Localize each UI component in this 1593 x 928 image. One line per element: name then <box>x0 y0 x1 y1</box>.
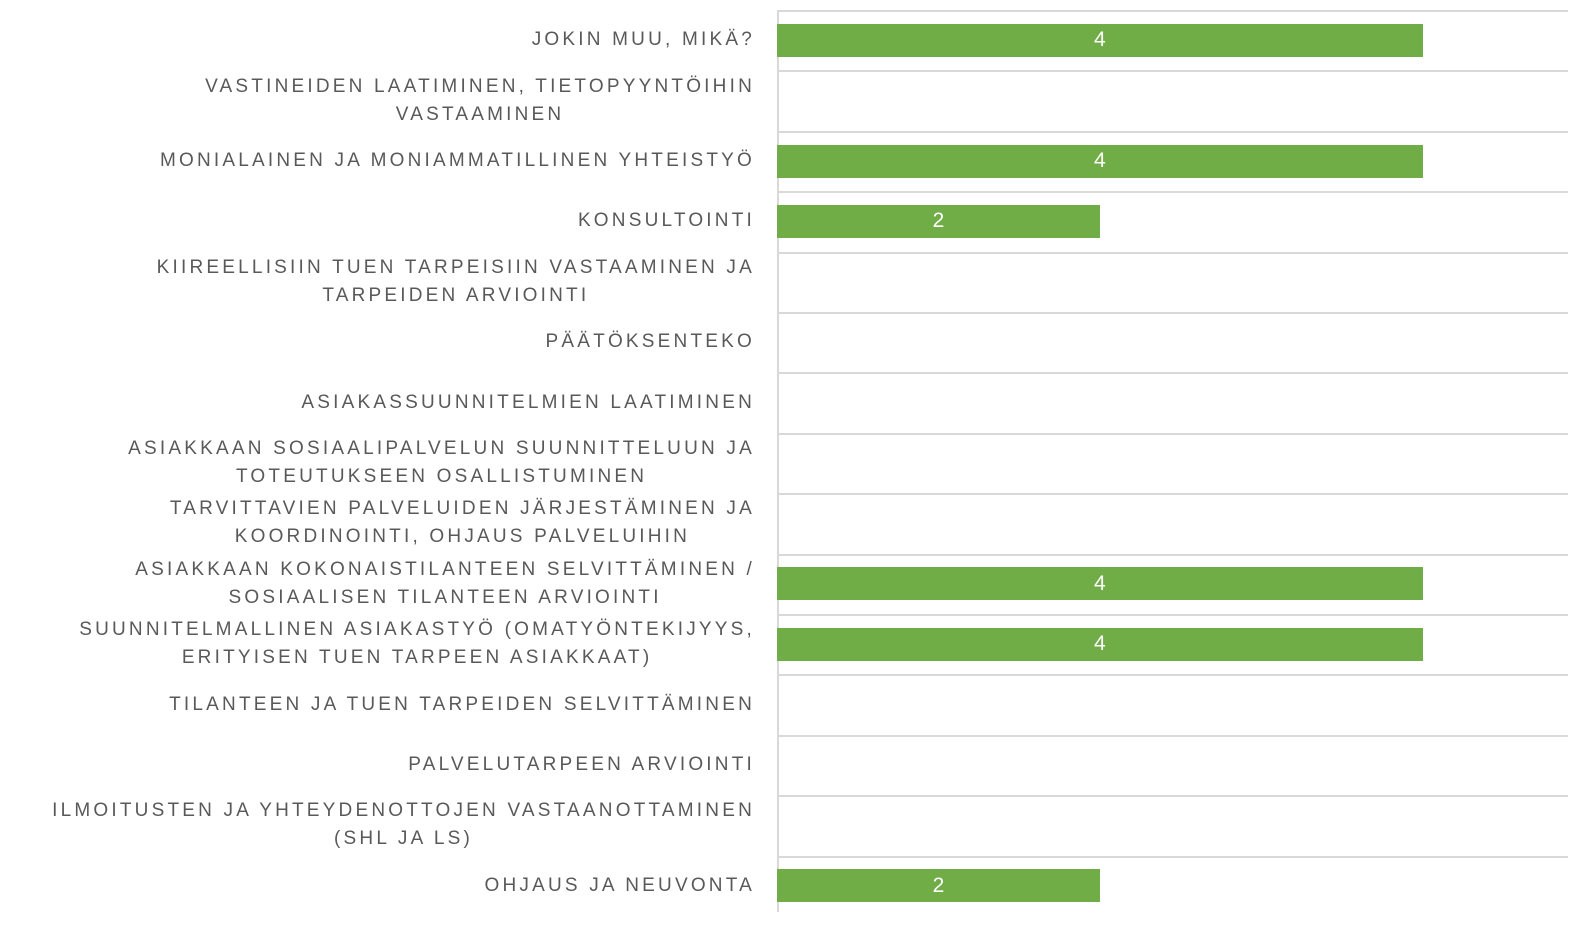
category-label: ASIAKKAAN KOKONAISTILANTEEN SELVITTÄMINE… <box>135 558 755 608</box>
data-label: 4 <box>1094 28 1106 52</box>
row-separator <box>777 795 1568 798</box>
category-label: PÄÄTÖKSENTEKO <box>545 331 755 353</box>
data-label: 2 <box>932 209 945 233</box>
category-label: VASTINEIDEN LAATIMINEN, TIETOPYYNTÖIHIN … <box>205 75 755 125</box>
bar <box>777 627 1423 661</box>
category-label: PALVELUTARPEEN ARVIOINTI <box>408 754 755 775</box>
row-separator <box>777 372 1568 375</box>
category-label: ASIAKASSUUNNITELMIEN LAATIMINEN <box>301 391 755 413</box>
row-separator <box>777 674 1568 677</box>
category-label: ILMOITUSTEN JA YHTEYDENOTTOJEN VASTAANOT… <box>52 800 755 850</box>
bar <box>777 567 1423 601</box>
row-separator <box>777 493 1568 496</box>
category-label: SUUNNITELMALLINEN ASIAKASTYÖ (OMATYÖNTEK… <box>79 619 755 669</box>
data-label: 2 <box>932 873 945 897</box>
row-separator <box>777 614 1568 616</box>
category-label: ASIAKKAAN SOSIAALIPALVELUN SUUNNITTELUUN… <box>128 438 755 487</box>
category-label: JOKIN MUU, MIKÄ? <box>531 29 755 51</box>
data-label: 4 <box>1094 571 1106 595</box>
row-separator <box>777 191 1568 194</box>
row-separator <box>777 553 1568 556</box>
row-separator <box>777 855 1568 858</box>
row-separator <box>777 312 1568 314</box>
data-label: 4 <box>1094 632 1106 656</box>
bar <box>777 23 1423 57</box>
row-separator <box>777 251 1568 254</box>
row-separator <box>777 432 1568 435</box>
category-label: OHJAUS JA NEUVONTA <box>484 874 755 896</box>
row-separator <box>777 734 1568 737</box>
data-label: 4 <box>1094 149 1106 172</box>
axis-line <box>777 10 779 912</box>
category-label: TILANTEEN JA TUEN TARPEIDEN SELVITTÄMINE… <box>169 693 755 715</box>
row-separator <box>777 10 1568 12</box>
category-label: KIIREELLISIIN TUEN TARPEISIIN VASTAAMINE… <box>156 256 755 306</box>
bar <box>777 144 1423 178</box>
category-label: MONIALAINEN JA MONIAMMATILLINEN YHTEISTY… <box>159 150 755 171</box>
category-label: KONSULTOINTI <box>577 210 755 232</box>
row-separator <box>777 130 1568 133</box>
category-label: TARVITTAVIEN PALVELUIDEN JÄRJESTÄMINEN J… <box>169 498 755 548</box>
bar <box>777 204 1100 238</box>
bar <box>777 869 1100 903</box>
row-separator <box>777 70 1568 73</box>
